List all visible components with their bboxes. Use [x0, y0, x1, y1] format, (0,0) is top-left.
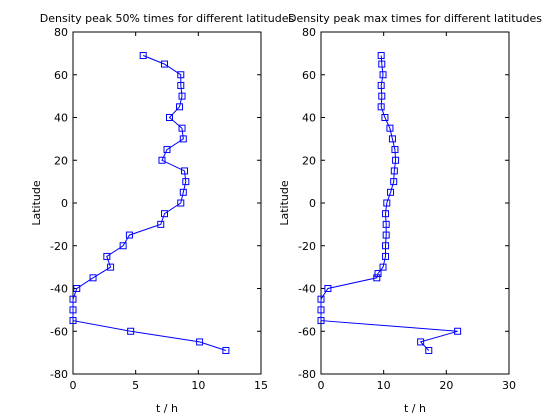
left-plot-xtick-label: 5	[132, 379, 139, 392]
left-plot-ytick-label: 40	[54, 112, 68, 125]
right-plot-ytick-label: -40	[298, 283, 316, 296]
left-plot-ytick-label: -80	[50, 368, 68, 381]
left-plot-ytick-label: 0	[61, 197, 68, 210]
left-plot-ytick-label: 80	[54, 26, 68, 39]
right-plot-ytick-label: 20	[302, 154, 316, 167]
right-plot-ytick-label: -20	[298, 240, 316, 253]
left-plot-ylabel: Latitude	[30, 180, 43, 226]
right-plot-ytick-label: -80	[298, 368, 316, 381]
right-plot-xlabel: t / h	[404, 402, 426, 415]
right-plot-title: Density peak max times for different lat…	[288, 12, 542, 25]
left-plot-xlabel: t / h	[156, 402, 178, 415]
left-plot-ytick-label: 60	[54, 69, 68, 82]
right-plot-xtick-label: 10	[377, 379, 391, 392]
left-plot-ytick-label: 20	[54, 154, 68, 167]
left-plot-ytick-label: -60	[50, 325, 68, 338]
left-plot-xtick-label: 10	[191, 379, 205, 392]
right-plot-ytick-label: -60	[298, 325, 316, 338]
right-plot-xtick-label: 30	[502, 379, 516, 392]
right-plot-ytick-label: 0	[309, 197, 316, 210]
right-plot-ylabel: Latitude	[278, 180, 291, 226]
right-plot-ytick-label: 60	[302, 69, 316, 82]
right-plot-ytick-label: 40	[302, 112, 316, 125]
right-plot-ytick-label: 80	[302, 26, 316, 39]
left-plot-ytick-label: -40	[50, 283, 68, 296]
left-plot-ytick-label: -20	[50, 240, 68, 253]
left-plot-xtick-label: 15	[254, 379, 268, 392]
right-plot-xtick-label: 20	[439, 379, 453, 392]
left-plot-title: Density peak 50% times for different lat…	[40, 12, 295, 25]
left-plot-xtick-label: 0	[70, 379, 77, 392]
right-plot-xtick-label: 0	[318, 379, 325, 392]
